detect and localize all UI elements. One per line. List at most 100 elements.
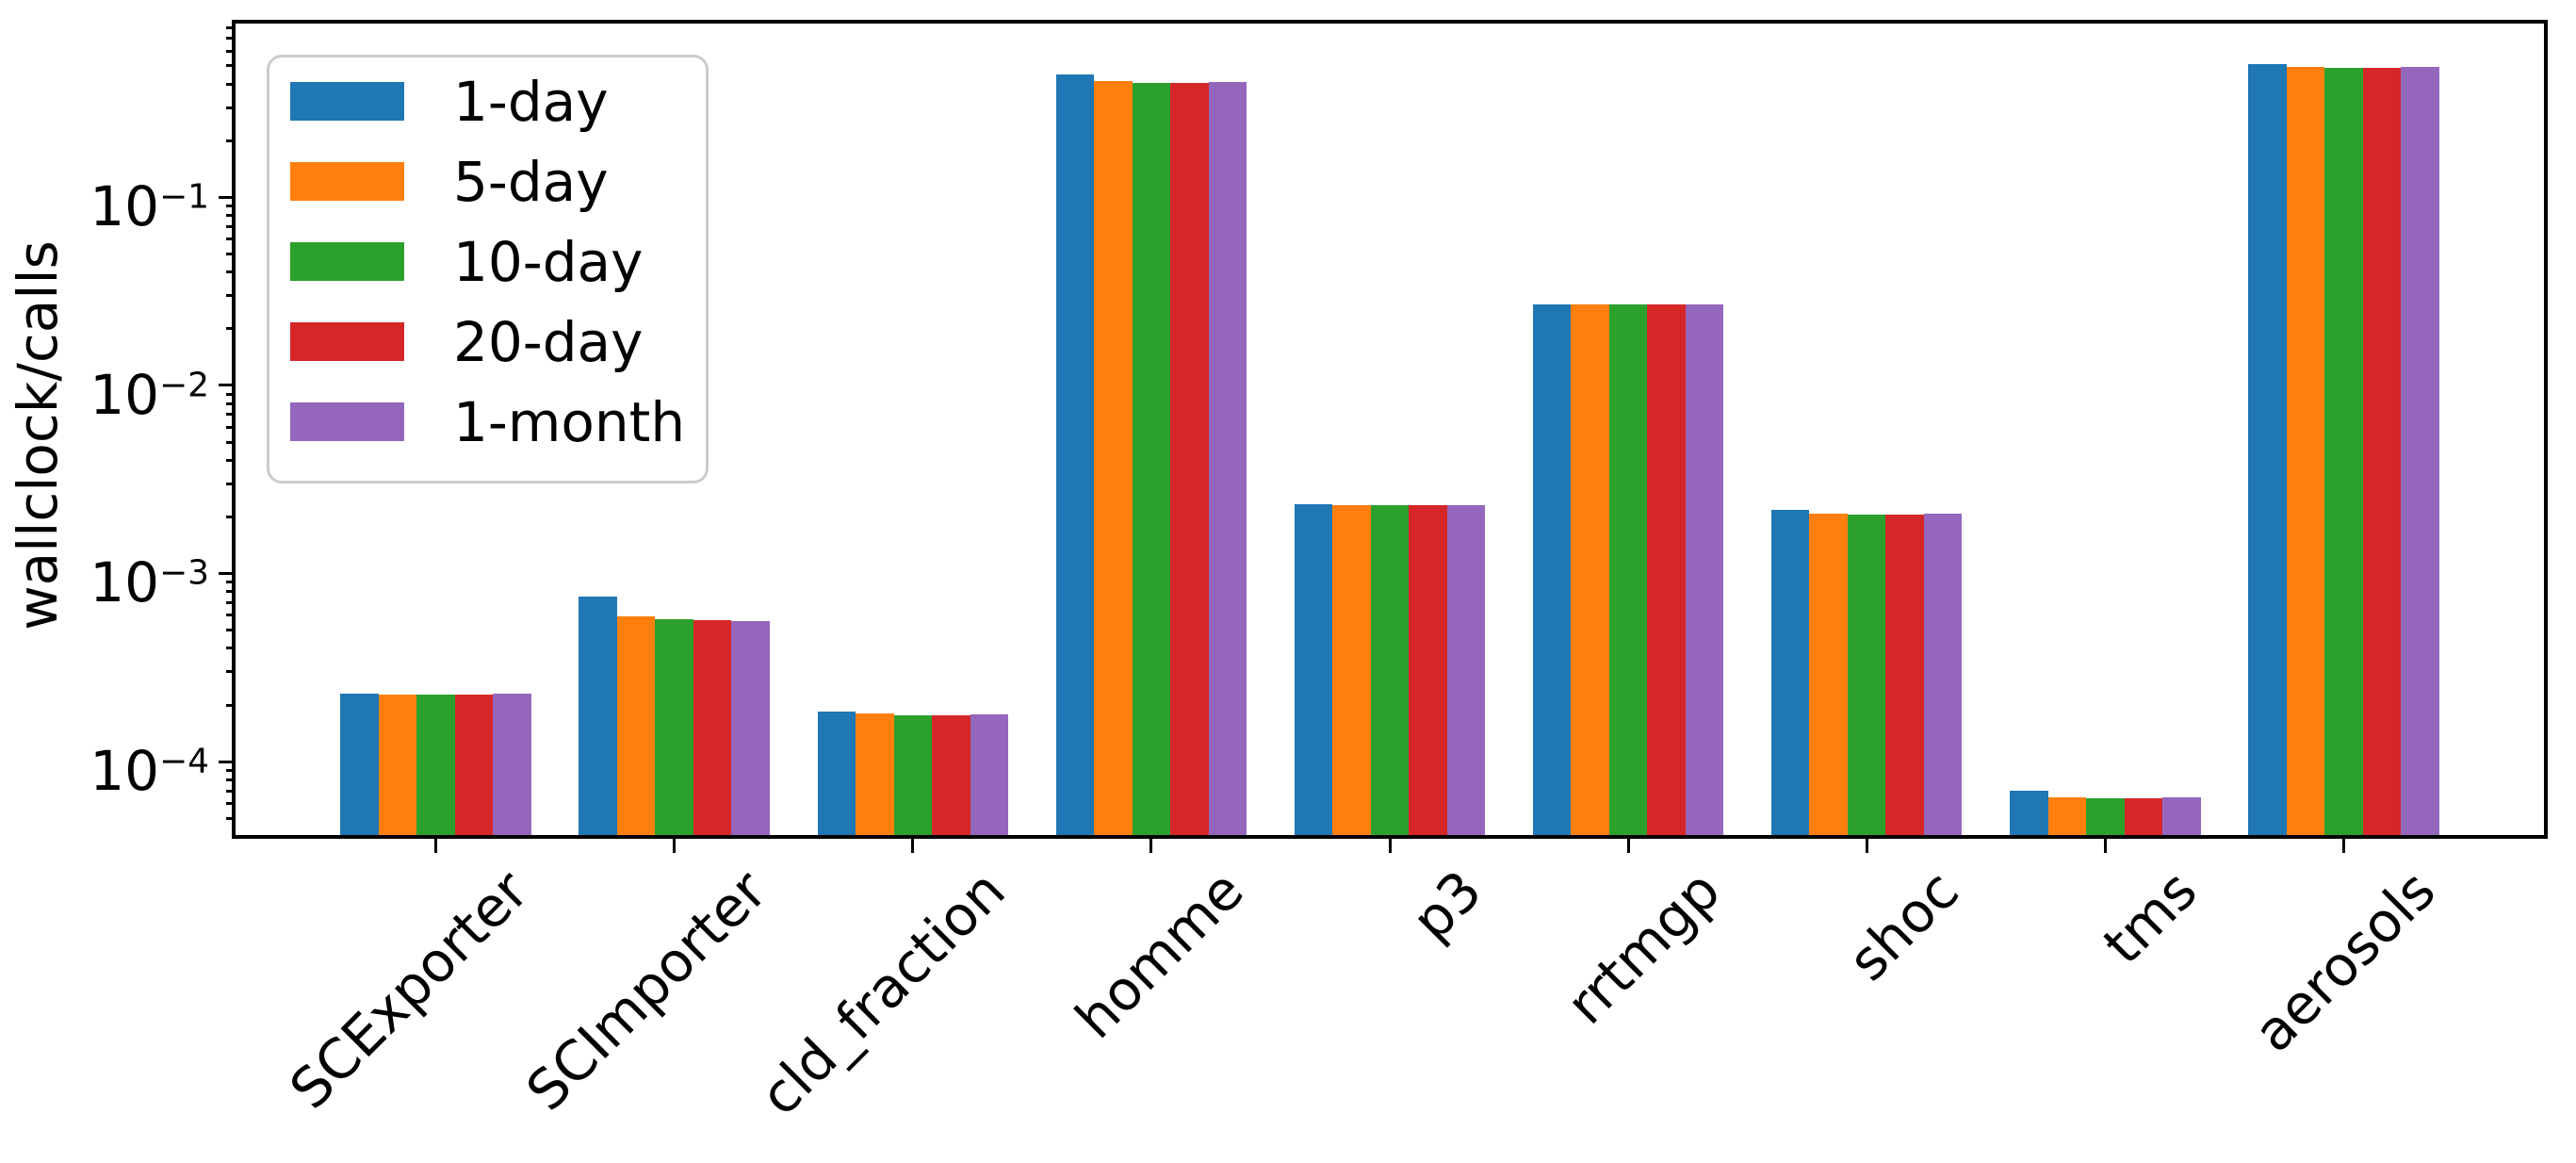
bar-SCExporter-20-day (454, 695, 494, 835)
y-major-tick (219, 384, 236, 387)
bar-tms-1-day (2010, 791, 2048, 835)
bar-aerosols-20-day (2362, 67, 2402, 835)
bar-rrtmgp-1-day (1532, 303, 1572, 835)
bar-SCImporter-10-day (655, 618, 693, 835)
y-minor-tick (226, 458, 236, 462)
bar-cld_fraction-10-day (893, 714, 933, 835)
x-tick-label-homme: homme (1063, 858, 1256, 1051)
bar-homme-20-day (1170, 82, 1209, 835)
legend-item-5-day: 5-day (290, 141, 689, 221)
y-minor-tick (226, 515, 236, 518)
y-minor-tick (226, 629, 236, 632)
bar-homme-1-month (1208, 81, 1247, 835)
legend-swatch-1-month (290, 402, 404, 441)
x-tick-tms (2103, 839, 2107, 853)
y-tick-label-10e−2: 10−2 (90, 362, 209, 427)
bar-shoc-1-month (1923, 514, 1963, 835)
y-minor-tick (226, 214, 236, 218)
bar-rrtmgp-20-day (1647, 303, 1686, 835)
plot-area (232, 20, 2548, 839)
x-tick-label-aerosols: aerosols (2242, 858, 2449, 1065)
bar-shoc-1-day (1770, 510, 1810, 835)
y-minor-tick (226, 64, 236, 68)
bars-layer (236, 24, 2544, 835)
bar-SCExporter-1-month (493, 694, 531, 835)
x-tick-SCExporter (434, 839, 438, 853)
bar-aerosols-1-day (2248, 64, 2287, 835)
y-minor-tick (226, 816, 236, 820)
y-minor-tick (226, 482, 236, 485)
bar-p3-1-month (1446, 504, 1486, 835)
y-minor-tick (226, 647, 236, 650)
bar-aerosols-1-month (2401, 67, 2439, 835)
bar-p3-10-day (1370, 504, 1410, 835)
y-tick-label-10e−3: 10−3 (90, 550, 209, 615)
x-tick-label-rrtmgp: rrtmgp (1554, 858, 1733, 1037)
y-minor-tick (226, 270, 236, 274)
x-tick-label-tms: tms (2091, 858, 2209, 977)
y-tick-label-10e−4: 10−4 (90, 738, 209, 803)
x-tick-label-SCExporter: SCExporter (277, 858, 541, 1122)
legend-item-20-day: 20-day (290, 302, 689, 382)
bar-SCExporter-10-day (416, 695, 455, 835)
y-minor-tick (226, 25, 236, 29)
y-axis-label-text: wallclock/calls (6, 240, 70, 631)
y-minor-tick (226, 37, 236, 41)
bar-SCImporter-1-month (731, 620, 770, 835)
y-minor-tick (226, 440, 236, 444)
y-minor-tick (226, 703, 236, 707)
y-minor-tick (226, 294, 236, 298)
y-minor-tick (226, 327, 236, 331)
x-tick-cld_fraction (911, 839, 915, 853)
y-minor-tick (226, 778, 236, 781)
x-tick-label-p3: p3 (1399, 858, 1494, 953)
x-tick-rrtmgp (1626, 839, 1630, 853)
legend-swatch-5-day (290, 162, 404, 201)
legend-label-5-day: 5-day (453, 149, 609, 214)
legend-label-1-day: 1-day (453, 69, 609, 134)
bar-homme-10-day (1132, 82, 1171, 835)
bar-cld_fraction-20-day (932, 714, 970, 835)
legend-swatch-20-day (290, 322, 404, 361)
bar-homme-5-day (1094, 80, 1133, 835)
bar-p3-20-day (1409, 504, 1447, 835)
y-minor-tick (226, 238, 236, 241)
bar-rrtmgp-10-day (1608, 303, 1648, 835)
x-tick-homme (1149, 839, 1153, 853)
bar-shoc-10-day (1847, 514, 1886, 835)
legend-item-1-day: 1-day (290, 61, 689, 141)
bar-aerosols-5-day (2286, 66, 2325, 835)
bar-shoc-5-day (1809, 514, 1848, 835)
y-minor-tick (226, 670, 236, 674)
bar-rrtmgp-1-month (1685, 303, 1724, 835)
y-minor-tick (226, 82, 236, 86)
y-minor-tick (226, 401, 236, 405)
y-minor-tick (226, 139, 236, 142)
y-minor-tick (226, 590, 236, 594)
y-minor-tick (226, 789, 236, 793)
y-minor-tick (226, 253, 236, 255)
y-minor-tick (226, 205, 236, 208)
legend-item-1-month: 1-month (290, 382, 689, 462)
y-minor-tick (226, 224, 236, 228)
bar-shoc-20-day (1885, 514, 1924, 835)
legend-label-1-month: 1-month (453, 389, 686, 454)
y-minor-tick (226, 425, 236, 429)
bar-cld_fraction-1-day (817, 711, 856, 835)
x-tick-p3 (1388, 839, 1392, 853)
y-minor-tick (226, 392, 236, 396)
bar-cld_fraction-5-day (856, 713, 894, 835)
y-minor-tick (226, 768, 236, 772)
legend-swatch-1-day (290, 82, 404, 121)
bar-SCExporter-5-day (378, 694, 417, 835)
bar-homme-1-day (1055, 74, 1095, 835)
bar-SCImporter-5-day (616, 616, 656, 835)
bar-rrtmgp-5-day (1571, 303, 1609, 835)
x-tick-SCImporter (673, 839, 677, 853)
x-tick-label-cld_fraction: cld_fraction (747, 858, 1018, 1128)
legend-label-20-day: 20-day (453, 309, 644, 374)
bar-p3-5-day (1332, 504, 1371, 835)
y-minor-tick (226, 801, 236, 805)
legend-label-10-day: 10-day (453, 229, 644, 294)
y-minor-tick (226, 581, 236, 584)
